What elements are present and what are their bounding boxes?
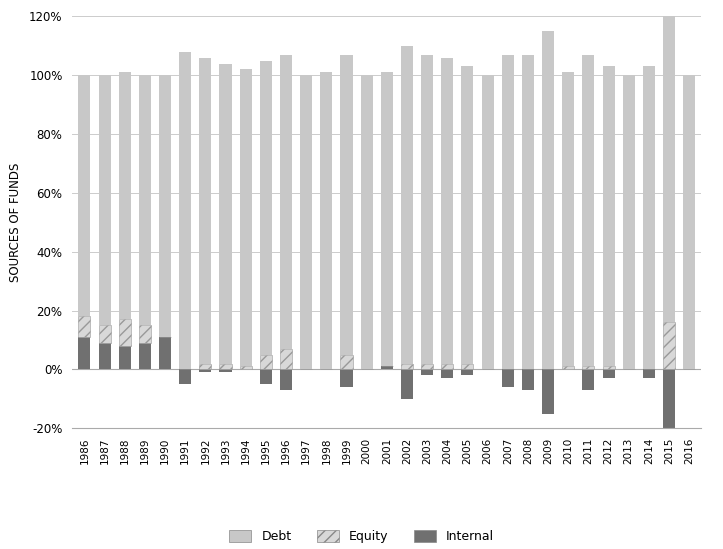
Bar — [341, 355, 353, 369]
Bar — [159, 337, 171, 369]
Bar — [623, 75, 635, 369]
Bar — [119, 320, 131, 346]
Bar — [602, 367, 615, 369]
Bar — [98, 325, 111, 343]
Bar — [643, 66, 655, 369]
Bar — [381, 72, 393, 367]
Bar — [582, 367, 594, 369]
Legend: Debt, Equity, Internal: Debt, Equity, Internal — [224, 525, 499, 548]
Bar — [643, 369, 655, 378]
Bar — [502, 369, 514, 387]
Bar — [220, 363, 231, 369]
Bar — [119, 346, 131, 369]
Bar — [421, 55, 433, 363]
Bar — [482, 75, 494, 369]
Bar — [320, 72, 333, 369]
Bar — [139, 325, 151, 343]
Bar — [341, 55, 353, 355]
Bar — [119, 72, 131, 320]
Bar — [341, 369, 353, 387]
Bar — [220, 369, 231, 372]
Bar — [280, 369, 292, 390]
Bar — [562, 367, 574, 369]
Bar — [220, 64, 231, 363]
Bar — [200, 369, 211, 372]
Bar — [139, 343, 151, 369]
Bar — [260, 369, 272, 384]
Bar — [663, 322, 675, 369]
Bar — [239, 69, 252, 367]
Bar — [582, 55, 594, 367]
Bar — [381, 367, 393, 369]
Bar — [239, 367, 252, 369]
Bar — [361, 75, 372, 369]
Bar — [139, 75, 151, 325]
Bar — [461, 363, 474, 369]
Bar — [179, 52, 192, 369]
Bar — [179, 369, 192, 384]
Bar — [683, 75, 696, 369]
Bar — [562, 72, 574, 367]
Bar — [401, 363, 413, 369]
Bar — [421, 369, 433, 376]
Bar — [280, 349, 292, 369]
Bar — [542, 31, 554, 369]
Bar — [441, 369, 453, 378]
Bar — [602, 66, 615, 367]
Bar — [441, 363, 453, 369]
Y-axis label: SOURCES OF FUNDS: SOURCES OF FUNDS — [9, 163, 22, 282]
Bar — [159, 75, 171, 337]
Bar — [522, 55, 534, 369]
Bar — [300, 75, 312, 369]
Bar — [260, 60, 272, 355]
Bar — [260, 355, 272, 369]
Bar — [200, 363, 211, 369]
Bar — [461, 66, 474, 363]
Bar — [461, 369, 474, 376]
Bar — [98, 75, 111, 325]
Bar — [502, 55, 514, 369]
Bar — [582, 369, 594, 390]
Bar — [522, 369, 534, 390]
Bar — [663, 369, 675, 446]
Bar — [401, 369, 413, 399]
Bar — [280, 55, 292, 349]
Bar — [78, 337, 90, 369]
Bar — [78, 75, 90, 316]
Bar — [602, 369, 615, 378]
Bar — [542, 369, 554, 413]
Bar — [200, 58, 211, 363]
Bar — [98, 343, 111, 369]
Bar — [421, 363, 433, 369]
Bar — [663, 0, 675, 322]
Bar — [78, 316, 90, 337]
Bar — [401, 46, 413, 363]
Bar — [441, 58, 453, 363]
